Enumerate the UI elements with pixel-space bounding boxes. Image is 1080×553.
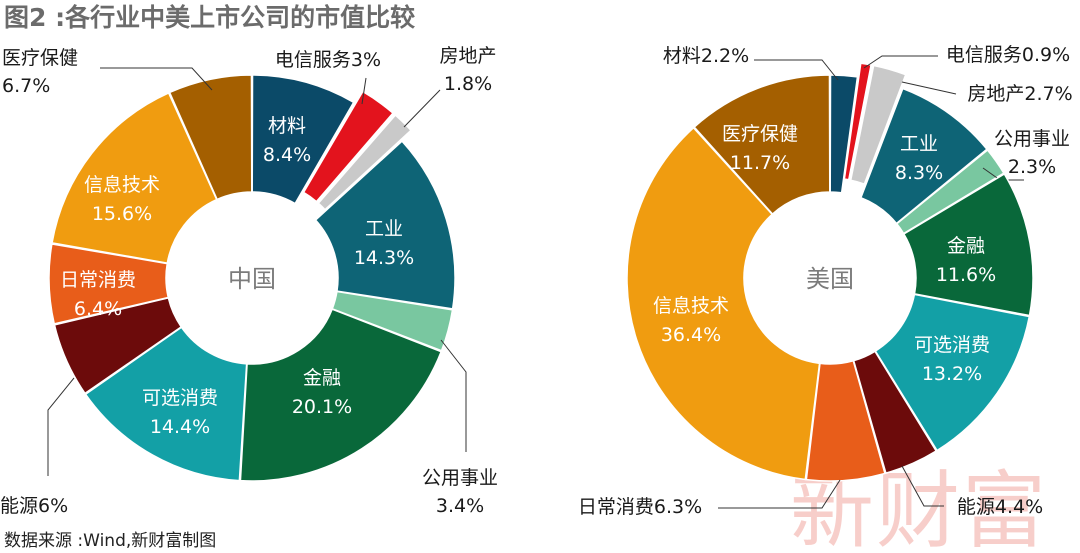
slice-callout-label: 日常消费6.3% [578,496,702,518]
leader-line [754,59,839,81]
sector-65e55e386d888d39-slice [805,359,886,482]
sector-5de54e1a-slice [859,87,988,225]
slice-callout-label: 公用事业 [422,467,498,489]
leader-line [100,67,213,91]
leader-line [440,339,467,452]
slice-value-label: 14.4% [150,416,210,438]
leader-line [403,89,441,128]
sector-533b75974fdd5065-slice [693,74,831,216]
leader-line [718,479,841,509]
sector-53ef90096d888d39-slice [84,326,248,482]
sector-65e55e386d888d39-slice [48,243,170,325]
slice-name-label: 信息技术 [653,295,729,317]
sector-53ef90096d888d39-slice [874,293,1031,452]
slice-callout-label: 2.3% [1008,156,1056,178]
slice-name-label: 日常消费 [60,269,136,291]
sector-67506599-slice [829,74,859,194]
sector-533b75974fdd5065-slice [168,74,253,201]
slice-callout-label: 3.4% [436,495,484,517]
slice-name-label: 金融 [947,235,985,257]
slice-value-label: 8.4% [263,144,311,166]
slice-name-label: 工业 [365,218,403,240]
sector-75354fe1670d52a1-slice [302,90,394,203]
slice-callout-label: 医疗保健 [2,47,78,69]
sector-80fd6e90-slice [852,350,938,475]
china-donut: 材料 8.4% 电信服务3% 房地产 1.8% 工业 14.3% 公用事业 3.4% 金融 20.1… [0,45,498,517]
slice-value-label: 36.4% [661,324,721,346]
slice-callout-label: 6.7% [2,75,50,97]
sector-80fd6e90-slice [53,296,183,395]
slice-value-label: 6.4% [74,298,122,320]
sector-5de54e1a-slice [314,140,456,310]
leader-line [901,465,944,507]
slice-callout-label: 公用事业 [994,128,1070,150]
slice-value-label: 20.1% [292,396,352,418]
slice-callout-label: 材料2.2% [663,45,749,67]
sector-4fe1606f6280672f-slice [626,126,821,481]
sector-623f57304ea7-slice [317,114,413,211]
slice-value-label: 11.6% [936,264,996,286]
slice-callout-label: 电信服务0.9% [946,44,1070,66]
chart-title: 图2 :各行业中美上市公司的市值比较 [4,3,415,32]
slice-name-label: 可选消费 [142,387,218,409]
sector-623f57304ea7-slice [849,64,907,186]
slice-value-label: 15.6% [92,203,152,225]
slice-callout-label: 房地产 [439,45,496,67]
slice-name-label: 可选消费 [914,334,990,356]
slice-callout-label: 能源6% [0,495,68,517]
sector-91d1878d-slice [902,172,1034,317]
slice-name-label: 材料 [268,115,306,137]
slice-callout-label: 能源4.4% [957,496,1043,518]
sector-67506599-slice [251,74,355,205]
donut-center-label: 美国 [806,265,854,293]
slice-callout-label: 房地产2.7% [967,83,1072,105]
slice-callout-label: 1.8% [444,73,492,95]
slice-value-label: 11.7% [730,152,790,174]
sector-91d1878d-slice [239,308,443,482]
leader-line [47,377,75,476]
slice-name-label: 金融 [303,367,341,389]
slice-name-label: 工业 [900,133,938,155]
slice-value-label: 13.2% [922,363,982,385]
sector-4fe1606f6280672f-slice [51,91,218,265]
slice-name-label: 医疗保健 [722,123,798,145]
slice-callout-label: 电信服务3% [275,49,381,71]
slice-value-label: 8.3% [895,162,943,184]
slice-value-label: 14.3% [354,247,414,269]
donut-center-label: 中国 [228,265,276,293]
slice-name-label: 信息技术 [84,174,160,196]
source-note: 数据来源 :Wind,新财富制图 [4,531,216,551]
sector-75354fe1670d52a1-slice [843,62,872,181]
leader-line [901,81,957,95]
leader-line [361,77,367,105]
us-donut: 材料2.2% 电信服务0.9% 房地产2.7% 工业 8.3% 公用事业 2.3% 金融 11.… [578,44,1073,518]
leader-line [863,55,938,69]
